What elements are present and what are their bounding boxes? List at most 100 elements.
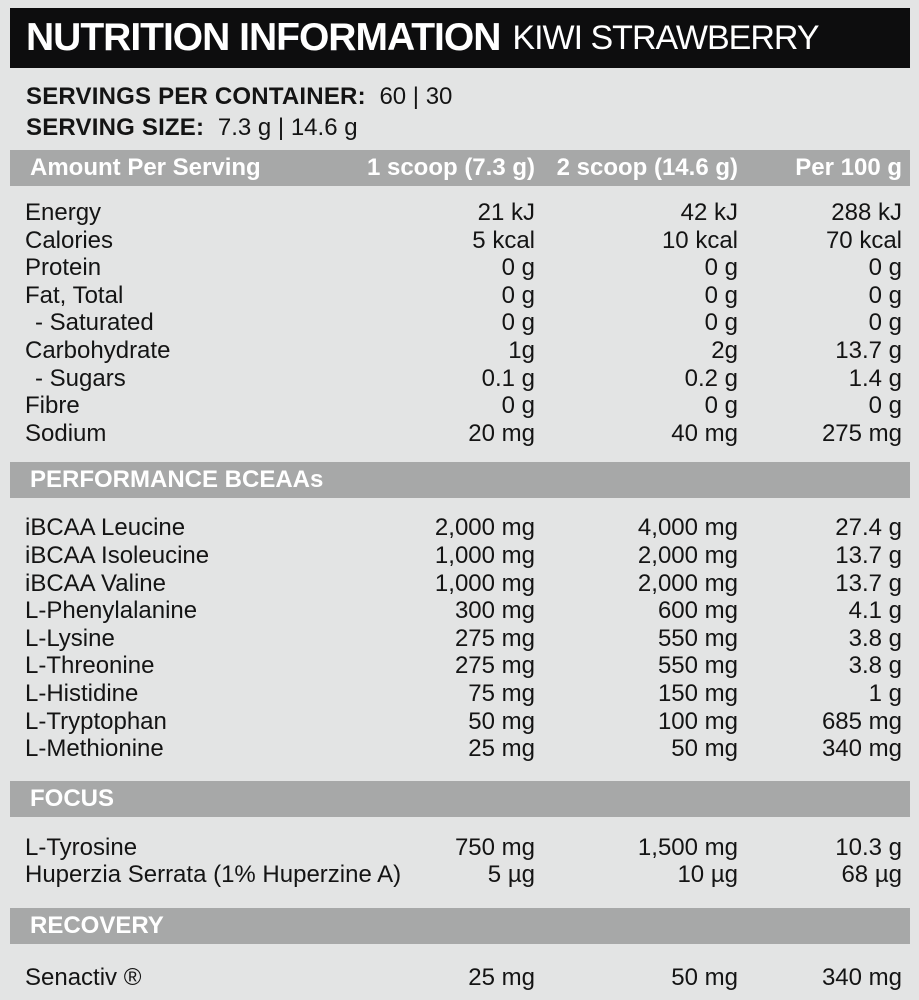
section-focus: FOCUS L-Tyrosine 750 mg 1,500 mg 10.3 g Huper… — [10, 780, 910, 889]
value-1-scoop: 0.1 g — [481, 364, 535, 392]
table-row: L-Threonine 275 mg 550 mg 3.8 g — [10, 652, 910, 680]
value-per-100g: 0 g — [868, 309, 902, 337]
section-header-performance-bceaas: PERFORMANCE BCEAAs — [10, 462, 910, 499]
flavor-name: KIWI STRAWBERRY — [512, 18, 819, 57]
value-per-100g: 68 µg — [841, 861, 902, 889]
servings-per-container-line: SERVINGS PER CONTAINER: 60 | 30 — [26, 81, 910, 112]
table-row: Senactiv ® 25 mg 50 mg 340 mg — [10, 964, 910, 992]
section-header-recovery: RECOVERY — [10, 907, 910, 944]
value-per-100g: 1.4 g — [848, 364, 902, 392]
value-1-scoop: 75 mg — [468, 679, 535, 707]
table-row: L-Lysine 275 mg 550 mg 3.8 g — [10, 625, 910, 653]
value-1-scoop: 0 g — [501, 254, 535, 282]
value-per-100g: 13.7 g — [835, 541, 902, 569]
value-1-scoop: 21 kJ — [477, 199, 535, 226]
value-2-scoop: 10 kcal — [661, 226, 738, 254]
table-row: iBCAA Valine 1,000 mg 2,000 mg 13.7 g — [10, 570, 910, 598]
serving-size-value: 7.3 g | 14.6 g — [217, 114, 358, 141]
value-2-scoop: 1,500 mg — [637, 833, 738, 861]
value-per-100g: 340 mg — [821, 735, 902, 763]
nutrition-label: NUTRITION INFORMATION KIWI STRAWBERRY SE… — [10, 8, 910, 991]
value-per-100g: 4.1 g — [848, 597, 902, 625]
value-1-scoop: 0 g — [501, 392, 535, 420]
nutrient-name: Senactiv ® — [25, 963, 142, 991]
table-row: - Sugars 0.1 g 0.2 g 1.4 g — [10, 365, 910, 393]
nutrient-name: L-Tryptophan — [25, 707, 167, 735]
value-per-100g: 685 mg — [821, 707, 902, 735]
serving-size-line: SERVING SIZE: 7.3 g | 14.6 g — [26, 112, 910, 143]
section-rows: iBCAA Leucine 2,000 mg 4,000 mg 27.4 g iBCAA… — [10, 514, 910, 762]
servings-per-container-label: SERVINGS PER CONTAINER: — [26, 83, 366, 110]
section-recovery: RECOVERY Senactiv ® 25 mg 50 mg 340 mg — [10, 907, 910, 992]
nutrient-name: iBCAA Leucine — [25, 514, 186, 542]
nutrient-name: L-Histidine — [25, 679, 139, 707]
nutrient-name: Fibre — [25, 392, 80, 420]
nutrient-name: L-Threonine — [25, 652, 155, 680]
value-2-scoop: 0 g — [704, 254, 738, 282]
value-2-scoop: 2,000 mg — [637, 569, 738, 597]
value-1-scoop: 0 g — [501, 281, 535, 309]
section-rows: Energy 21 kJ 42 kJ 288 kJ Calories 5 kcal 10 k… — [10, 199, 910, 447]
value-1-scoop: 275 mg — [454, 652, 535, 680]
value-per-100g: 10.3 g — [835, 833, 902, 861]
value-per-100g: 27.4 g — [835, 514, 902, 542]
nutrient-name: Protein — [25, 254, 102, 282]
value-1-scoop: 2,000 mg — [434, 514, 535, 542]
table-sections: Energy 21 kJ 42 kJ 288 kJ Calories 5 kcal 10 k… — [10, 199, 910, 991]
value-1-scoop: 1,000 mg — [434, 541, 535, 569]
section-rows: Senactiv ® 25 mg 50 mg 340 mg — [10, 964, 910, 992]
column-amount-per-serving: Amount Per Serving — [30, 154, 261, 181]
table-row: L-Tyrosine 750 mg 1,500 mg 10.3 g — [10, 834, 910, 862]
table-row: L-Histidine 75 mg 150 mg 1 g — [10, 680, 910, 708]
table-row: - Saturated 0 g 0 g 0 g — [10, 309, 910, 337]
table-row: iBCAA Leucine 2,000 mg 4,000 mg 27.4 g — [10, 514, 910, 542]
value-per-100g: 13.7 g — [835, 569, 902, 597]
value-2-scoop: 42 kJ — [680, 199, 738, 226]
nutrient-name: L-Lysine — [25, 624, 115, 652]
value-per-100g: 0 g — [868, 254, 902, 282]
value-per-100g: 340 mg — [821, 963, 902, 991]
nutrient-name: Energy — [25, 199, 102, 226]
value-per-100g: 13.7 g — [835, 336, 902, 364]
value-2-scoop: 0.2 g — [684, 364, 738, 392]
nutrient-name: L-Methionine — [25, 735, 164, 763]
value-2-scoop: 150 mg — [657, 679, 738, 707]
value-2-scoop: 10 µg — [677, 861, 738, 889]
column-header-bar: Amount Per Serving 1 scoop (7.3 g) 2 sco… — [10, 150, 910, 186]
nutrient-name: - Sugars — [35, 364, 126, 392]
nutrient-name: L-Phenylalanine — [25, 597, 198, 625]
value-per-100g: 288 kJ — [831, 199, 902, 226]
value-2-scoop: 50 mg — [671, 735, 738, 763]
value-per-100g: 275 mg — [821, 419, 902, 447]
table-row: Calories 5 kcal 10 kcal 70 kcal — [10, 227, 910, 255]
value-2-scoop: 0 g — [704, 309, 738, 337]
nutrient-name: Fat, Total — [25, 281, 124, 309]
value-2-scoop: 4,000 mg — [637, 514, 738, 542]
value-1-scoop: 50 mg — [468, 707, 535, 735]
value-1-scoop: 25 mg — [468, 963, 535, 991]
value-per-100g: 70 kcal — [825, 226, 902, 254]
table-row: Fat, Total 0 g 0 g 0 g — [10, 282, 910, 310]
nutrient-name: iBCAA Valine — [25, 569, 166, 597]
value-1-scoop: 5 µg — [487, 861, 535, 889]
value-2-scoop: 50 mg — [671, 963, 738, 991]
value-per-100g: 3.8 g — [848, 624, 902, 652]
page-title: NUTRITION INFORMATION — [26, 16, 501, 59]
section-main: Energy 21 kJ 42 kJ 288 kJ Calories 5 kcal 10 k… — [10, 199, 910, 447]
value-1-scoop: 300 mg — [454, 597, 535, 625]
column-1-scoop: 1 scoop (7.3 g) — [366, 154, 535, 181]
nutrient-name: Huperzia Serrata (1% Huperzine A) — [25, 861, 402, 889]
value-2-scoop: 2,000 mg — [637, 541, 738, 569]
table-row: L-Phenylalanine 300 mg 600 mg 4.1 g — [10, 597, 910, 625]
column-per-100g: Per 100 g — [795, 154, 902, 181]
table-row: L-Tryptophan 50 mg 100 mg 685 mg — [10, 708, 910, 736]
table-row: Huperzia Serrata (1% Huperzine A) 5 µg 10 … — [10, 861, 910, 889]
nutrient-name: Carbohydrate — [25, 336, 171, 364]
value-per-100g: 1 g — [868, 679, 902, 707]
table-row: Carbohydrate 1g 2g 13.7 g — [10, 337, 910, 365]
value-per-100g: 0 g — [868, 392, 902, 420]
section-performance-bceaas: PERFORMANCE BCEAAs iBCAA Leucine 2,000 mg 4… — [10, 462, 910, 762]
nutrient-name: - Saturated — [35, 309, 154, 337]
servings-per-container-value: 60 | 30 — [379, 83, 453, 110]
nutrient-name: Sodium — [25, 419, 107, 447]
